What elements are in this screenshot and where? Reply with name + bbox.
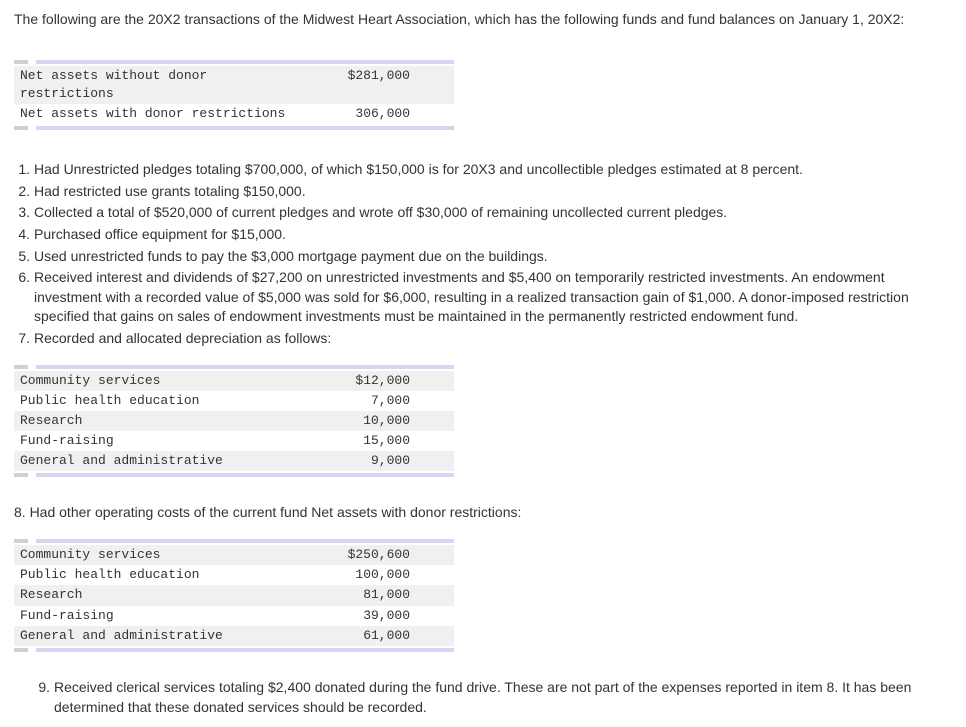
table-row: Community services$12,000: [14, 371, 454, 391]
list-item: 4.Purchased office equipment for $15,000…: [14, 225, 952, 245]
list-item: 7.Recorded and allocated depreciation as…: [14, 329, 952, 349]
table-row: Net assets with donor restrictions 306,0…: [14, 104, 454, 124]
transaction-list: 1.Had Unrestricted pledges totaling $700…: [14, 160, 952, 348]
list-item: 3.Collected a total of $520,000 of curre…: [14, 203, 952, 223]
list-item: 6.Received interest and dividends of $27…: [14, 268, 952, 327]
fund-balances-table: Net assets without donor restrictions $2…: [14, 58, 454, 133]
operating-costs-table: Community services$250,600 Public health…: [14, 537, 454, 654]
table-row: Research81,000: [14, 585, 454, 605]
table-row: General and administrative61,000: [14, 626, 454, 646]
table-row: General and administrative9,000: [14, 451, 454, 471]
list-item: 2.Had restricted use grants totaling $15…: [14, 182, 952, 202]
cell-label: Net assets with donor restrictions: [20, 105, 300, 123]
cell-label: Net assets without donor restrictions: [20, 67, 300, 103]
table-row: Public health education100,000: [14, 565, 454, 585]
intro-text: The following are the 20X2 transactions …: [14, 10, 952, 30]
table-row: Research10,000: [14, 411, 454, 431]
item-9: 9. Received clerical services totaling $…: [34, 678, 952, 717]
list-item: 5.Used unrestricted funds to pay the $3,…: [14, 247, 952, 267]
depreciation-table: Community services$12,000 Public health …: [14, 363, 454, 480]
table-row: Net assets without donor restrictions $2…: [14, 66, 454, 104]
table-row: Fund-raising15,000: [14, 431, 454, 451]
cell-value: 306,000: [300, 105, 410, 123]
item-8-text: 8. Had other operating costs of the curr…: [14, 503, 952, 523]
list-item: 1.Had Unrestricted pledges totaling $700…: [14, 160, 952, 180]
table-row: Public health education7,000: [14, 391, 454, 411]
table-row: Community services$250,600: [14, 545, 454, 565]
table-row: Fund-raising39,000: [14, 606, 454, 626]
cell-value: $281,000: [300, 67, 410, 103]
